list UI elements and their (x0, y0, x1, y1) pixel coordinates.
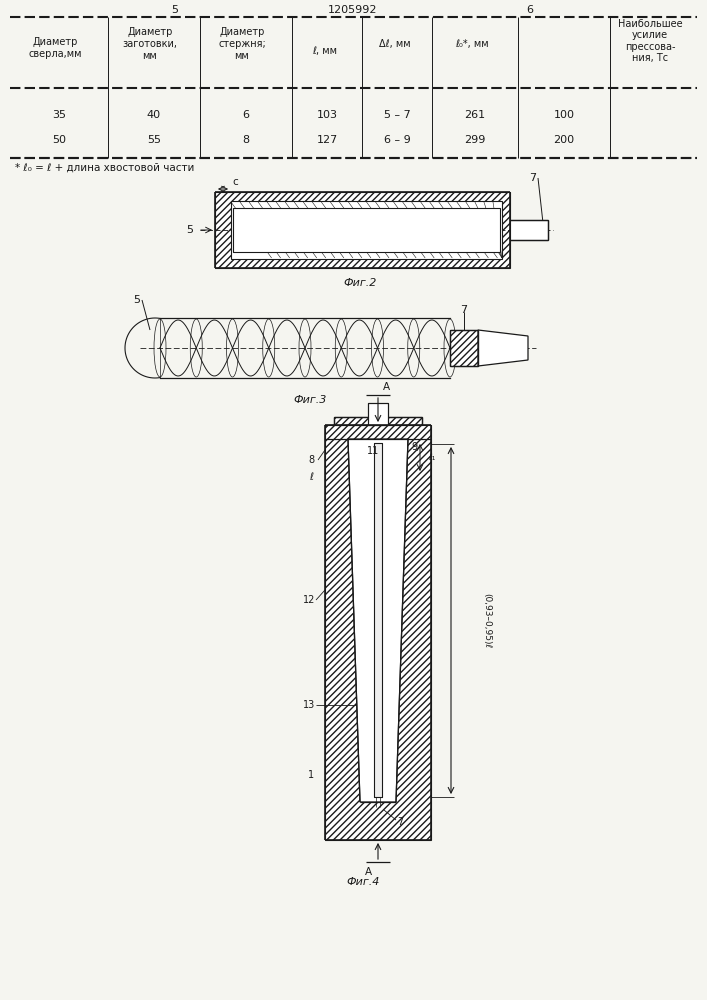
Text: 13: 13 (303, 700, 315, 710)
Text: 8: 8 (243, 135, 250, 145)
Text: Диаметр
сверла,мм: Диаметр сверла,мм (28, 37, 82, 59)
Text: 103: 103 (317, 110, 337, 120)
Text: ℓ, мм: ℓ, мм (312, 46, 337, 56)
Text: 5: 5 (134, 295, 141, 305)
Polygon shape (348, 439, 408, 802)
Bar (450, 330, 478, 366)
Text: Фиг.4: Фиг.4 (346, 877, 380, 887)
Text: Фиг.3: Фиг.3 (293, 395, 327, 405)
Text: Наибольшее
усилие
прессова-
ния, Тс: Наибольшее усилие прессова- ния, Тс (618, 19, 682, 63)
Text: ℓ: ℓ (309, 472, 313, 482)
Text: 5 – 7: 5 – 7 (384, 110, 410, 120)
Text: c: c (232, 177, 238, 187)
Text: 200: 200 (554, 135, 575, 145)
Text: 50: 50 (52, 135, 66, 145)
Bar (231, 201, 502, 259)
Bar (368, 403, 388, 425)
Text: Диаметр
стержня;
мм: Диаметр стержня; мм (218, 27, 266, 61)
Text: 127: 127 (316, 135, 338, 145)
Text: Диаметр
заготовки,
мм: Диаметр заготовки, мм (122, 27, 177, 61)
Text: (0,93–0,95)ℓ: (0,93–0,95)ℓ (482, 593, 491, 648)
Text: 7: 7 (530, 173, 537, 183)
Text: 11: 11 (367, 446, 379, 456)
Bar (510, 220, 548, 240)
Text: 35: 35 (52, 110, 66, 120)
Text: 1205992: 1205992 (328, 5, 378, 15)
Bar (325, 425, 431, 840)
Text: Δℓ, мм: Δℓ, мм (379, 39, 411, 49)
Text: ℓ₁: ℓ₁ (428, 453, 436, 462)
Text: 7: 7 (460, 305, 467, 315)
Polygon shape (478, 330, 528, 366)
Text: * ℓ₀ = ℓ + длина хвостовой части: * ℓ₀ = ℓ + длина хвостовой части (15, 163, 194, 173)
Text: 12: 12 (303, 595, 315, 605)
Bar (450, 330, 478, 366)
Text: 8: 8 (308, 455, 314, 465)
Text: 9: 9 (411, 442, 417, 452)
Bar (374, 443, 382, 797)
Text: 40: 40 (147, 110, 161, 120)
Bar (233, 208, 500, 252)
Bar (215, 192, 510, 268)
Text: A: A (382, 382, 390, 392)
Bar (325, 425, 431, 840)
Text: 299: 299 (464, 135, 486, 145)
Text: 6 – 9: 6 – 9 (384, 135, 410, 145)
Text: Фиг.2: Фиг.2 (344, 278, 377, 288)
Text: ℓ₀*, мм: ℓ₀*, мм (455, 39, 489, 49)
Text: 6: 6 (243, 110, 250, 120)
Bar (334, 417, 422, 425)
Text: 1: 1 (308, 770, 314, 780)
Bar (215, 192, 510, 268)
Text: 100: 100 (554, 110, 575, 120)
Text: 261: 261 (464, 110, 486, 120)
Text: A: A (364, 867, 372, 877)
Text: 7: 7 (397, 817, 403, 827)
Text: 5: 5 (187, 225, 194, 235)
Text: 5: 5 (172, 5, 178, 15)
Text: 6: 6 (527, 5, 534, 15)
Text: 55: 55 (147, 135, 161, 145)
Bar (334, 417, 422, 425)
